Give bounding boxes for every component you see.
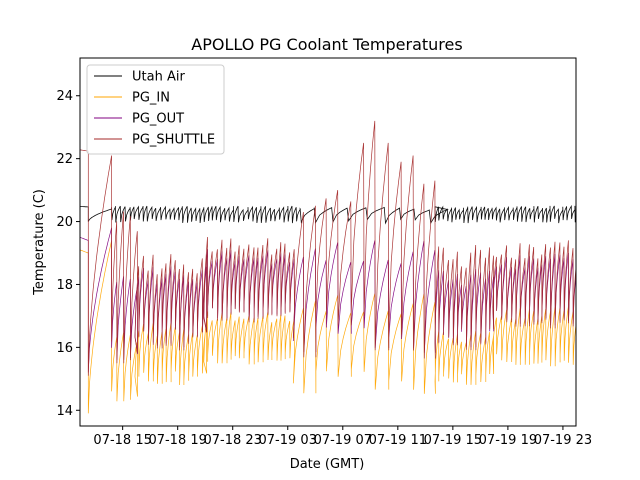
plot-lines (80, 120, 576, 414)
chart-title: APOLLO PG Coolant Temperatures (191, 35, 462, 54)
series-line-pg-shuttle (80, 120, 576, 376)
x-tick-label: 07-19 11 (369, 433, 427, 448)
x-tick-label: 07-19 23 (534, 433, 592, 448)
x-tick-label: 07-18 19 (148, 433, 206, 448)
legend-label: Utah Air (132, 70, 185, 85)
legend: Utah Air PG_IN PG_OUT PG_SHUTTLE (86, 64, 225, 155)
series-line-utah-air (80, 204, 576, 225)
y-tick-label: 22 (56, 152, 73, 167)
legend-box (86, 64, 225, 155)
x-tick-label: 07-19 07 (314, 433, 372, 448)
axes-frame (79, 57, 577, 427)
x-axis-label: Date (GMT) (290, 457, 365, 472)
legend-label: PG_IN (132, 91, 170, 106)
y-axis: 14 16 18 20 22 24 (56, 89, 80, 419)
y-tick-label: 20 (56, 215, 73, 230)
legend-label: PG_OUT (132, 112, 184, 127)
x-tick-label: 07-18 23 (203, 433, 261, 448)
x-tick-label: 07-19 19 (479, 433, 537, 448)
y-axis-label: Temperature (C) (32, 189, 47, 296)
legend-label: PG_SHUTTLE (132, 133, 215, 148)
y-tick-label: 24 (56, 89, 73, 104)
x-tick-label: 07-19 15 (424, 433, 482, 448)
y-tick-label: 14 (56, 404, 73, 419)
x-tick-label: 07-19 03 (259, 433, 317, 448)
series-line-pg-in (80, 240, 576, 414)
x-tick-label: 07-18 15 (93, 433, 151, 448)
y-tick-label: 16 (56, 341, 73, 356)
y-tick-label: 18 (56, 278, 73, 293)
